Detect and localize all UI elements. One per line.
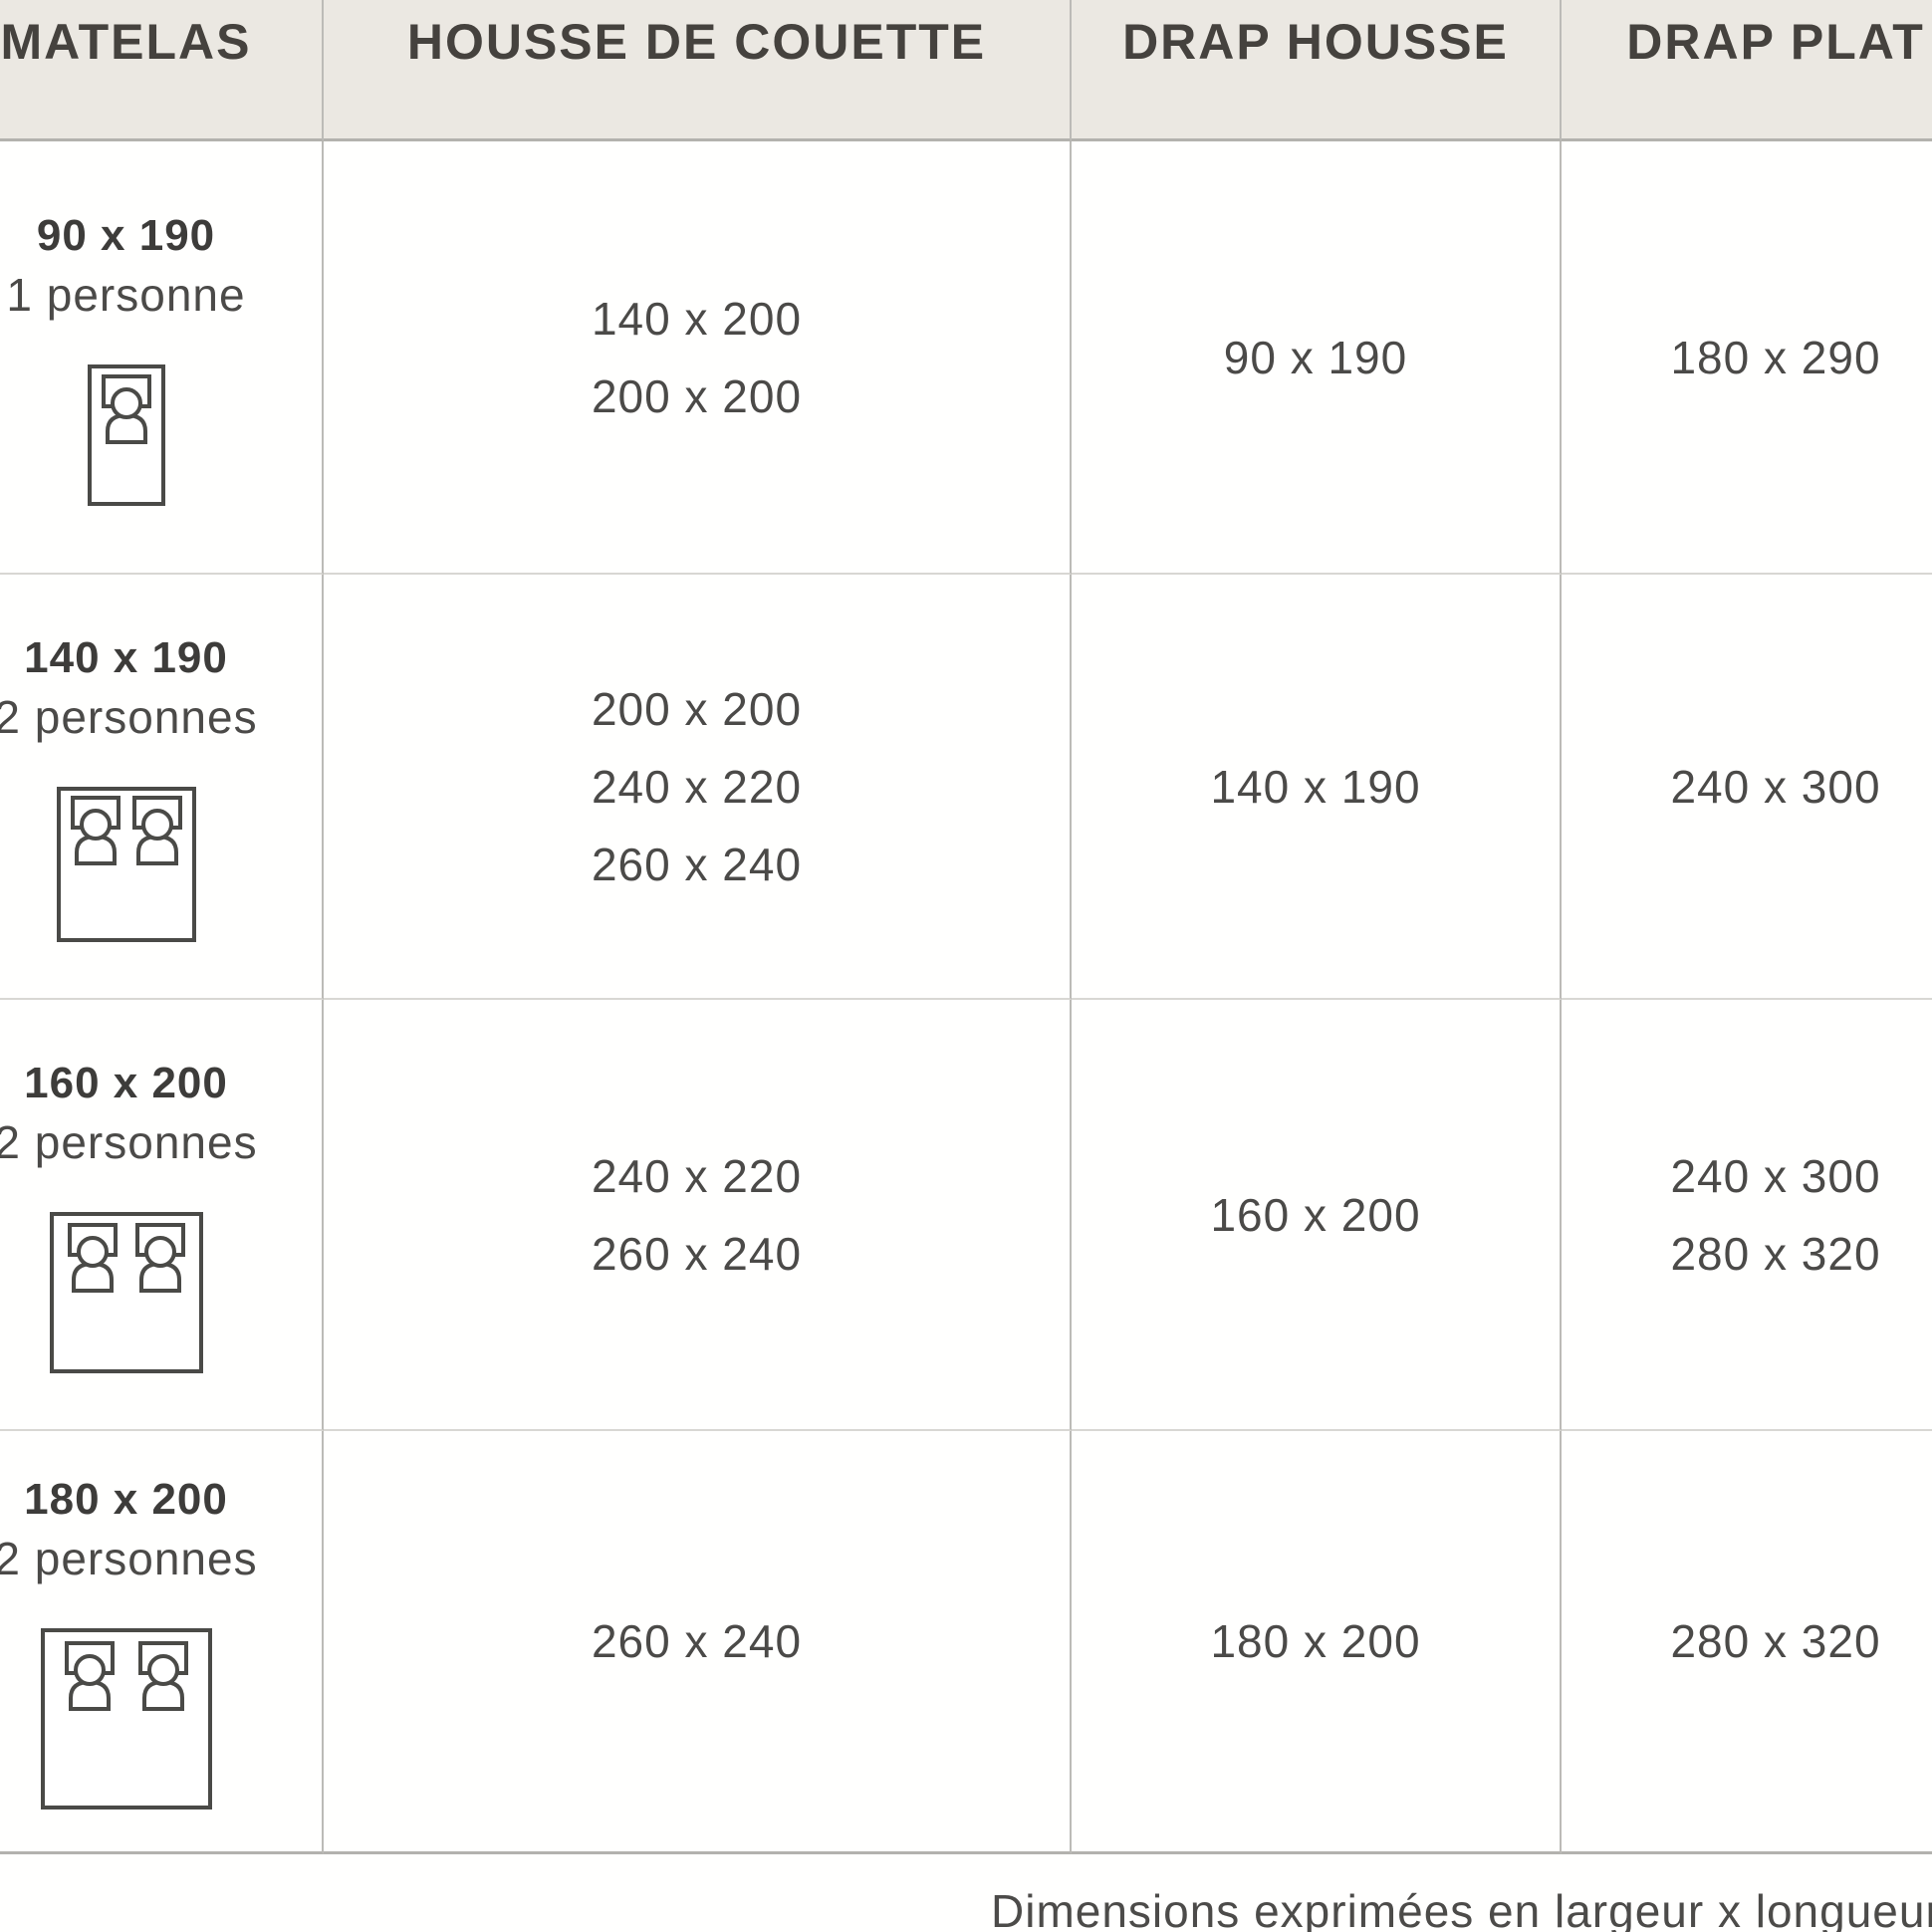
duvet-cover-sizes: 200 x 200 240 x 220 260 x 240 [591,682,803,890]
column-header-housse-de-couette: HOUSSE DE COUETTE [324,0,1072,141]
column-header-drap-housse: DRAP HOUSSE [1072,0,1562,141]
flat-sheet-sizes: 280 x 320 [1670,1615,1881,1667]
mattress-cell: 180 x 200 2 personnes [0,1431,324,1854]
mattress-capacity: 2 personnes [0,1115,258,1168]
fitted-sheet-sizes: 160 x 200 [1210,1188,1421,1241]
double-bed-icon [49,1211,203,1373]
double-bed-icon [40,1628,212,1810]
fitted-sheet-cell: 140 x 190 [1072,575,1562,1000]
mattress-cell: 160 x 200 2 personnes [0,1000,324,1431]
duvet-cover-cell: 260 x 240 [324,1431,1072,1854]
mattress-size: 90 x 190 [36,210,216,260]
fitted-sheet-cell: 90 x 190 [1072,141,1562,575]
fitted-sheet-sizes: 90 x 190 [1223,331,1408,383]
mattress-capacity: 1 personne [6,268,246,321]
single-bed-icon [87,363,165,506]
dimensions-note: Dimensions exprimées en largeur x longue… [991,1885,1932,1932]
flat-sheet-cell: 280 x 320 [1562,1431,1932,1854]
size-table: MATELAS HOUSSE DE COUETTE DRAP HOUSSE DR… [0,0,1932,1854]
duvet-cover-cell: 200 x 200 240 x 220 260 x 240 [324,575,1072,1000]
flat-sheet-sizes: 180 x 290 [1670,331,1881,383]
flat-sheet-cell: 240 x 300 280 x 320 [1562,1000,1932,1431]
mattress-size: 160 x 200 [24,1058,228,1107]
fitted-sheet-sizes: 140 x 190 [1210,760,1421,813]
column-header-matelas: MATELAS [0,0,324,141]
mattress-capacity: 2 personnes [0,1533,258,1584]
column-header-drap-plat: DRAP PLAT [1562,0,1932,141]
double-bed-icon [56,786,196,942]
mattress-cell: 140 x 190 2 personnes [0,575,324,1000]
flat-sheet-sizes: 240 x 300 280 x 320 [1670,1149,1881,1280]
fitted-sheet-sizes: 180 x 200 [1210,1615,1421,1667]
duvet-cover-cell: 240 x 220 260 x 240 [324,1000,1072,1431]
duvet-cover-sizes: 140 x 200 200 x 200 [591,292,803,422]
fitted-sheet-cell: 180 x 200 [1072,1431,1562,1854]
duvet-cover-cell: 140 x 200 200 x 200 [324,141,1072,575]
mattress-size: 180 x 200 [24,1475,228,1524]
flat-sheet-cell: 180 x 290 [1562,141,1932,575]
duvet-cover-sizes: 240 x 220 260 x 240 [591,1149,803,1280]
flat-sheet-cell: 240 x 300 [1562,575,1932,1000]
duvet-cover-sizes: 260 x 240 [591,1615,803,1667]
mattress-cell: 90 x 190 1 personne [0,141,324,575]
mattress-size: 140 x 190 [24,632,228,682]
fitted-sheet-cell: 160 x 200 [1072,1000,1562,1431]
mattress-capacity: 2 personnes [0,690,258,743]
flat-sheet-sizes: 240 x 300 [1670,760,1881,813]
